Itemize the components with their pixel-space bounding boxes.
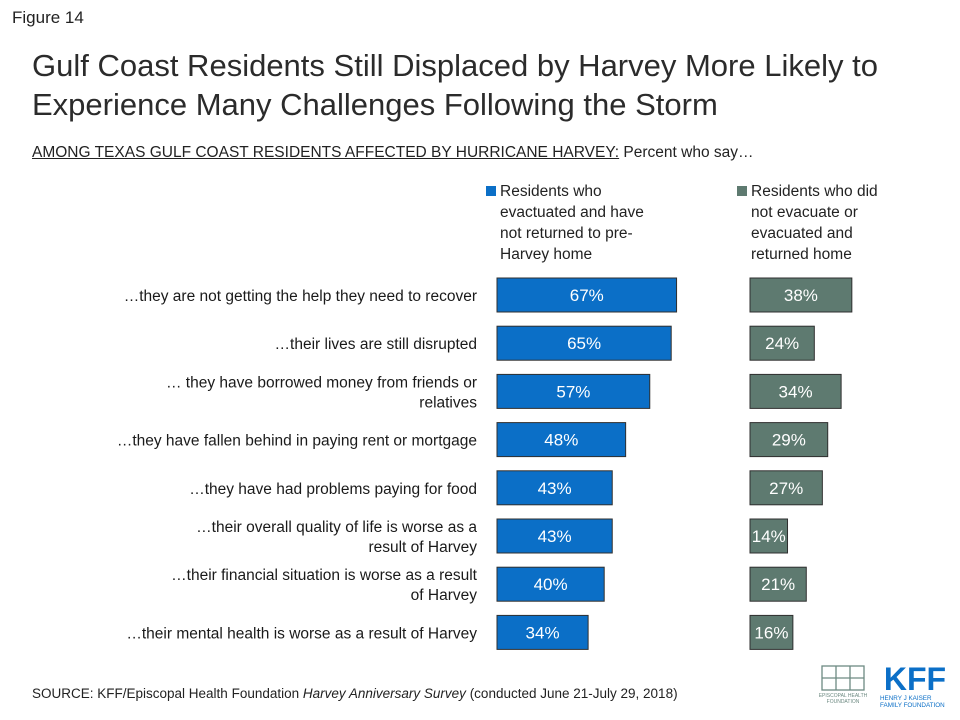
source-suffix: (conducted June 21-July 29, 2018) <box>465 686 678 701</box>
legend-text-line: evactuated and have <box>500 204 644 221</box>
legend-label-displaced: Residents who evactuated and have not retu… <box>500 181 690 265</box>
data-label-returned: 21% <box>761 575 795 594</box>
legend-text-line: returned home <box>751 246 852 263</box>
bar-displaced <box>496 566 605 602</box>
chart-subtitle: AMONG TEXAS GULF COAST RESIDENTS AFFECTE… <box>32 144 754 162</box>
category-label: …their overall quality of life is worse … <box>196 519 477 536</box>
bar-displaced <box>496 470 613 506</box>
data-label-returned: 34% <box>779 382 813 401</box>
bar-displaced <box>496 373 651 409</box>
source-note: SOURCE: KFF/Episcopal Health Foundation … <box>32 686 678 701</box>
bar-returned <box>749 566 807 602</box>
category-label: …they are not getting the help they need… <box>124 288 477 305</box>
legend-text-line: Residents who did <box>751 183 878 200</box>
data-label-displaced: 43% <box>538 479 572 498</box>
kff-logo-line-2: FAMILY FOUNDATION <box>880 702 945 709</box>
data-label-displaced: 57% <box>556 382 590 401</box>
data-label-returned: 14% <box>752 527 786 546</box>
bar-returned <box>749 518 789 554</box>
data-label-returned: 27% <box>769 479 803 498</box>
data-label-displaced: 40% <box>534 575 568 594</box>
legend-text-line: not evacuate or <box>751 204 858 221</box>
data-label-returned: 24% <box>765 334 799 353</box>
category-label: of Harvey <box>411 587 478 604</box>
category-label: …their financial situation is worse as a… <box>171 567 478 584</box>
ehf-logo-line-2: FOUNDATION <box>827 699 860 705</box>
data-label-displaced: 65% <box>567 334 601 353</box>
data-label-returned: 16% <box>754 623 788 642</box>
legend-text-line: Residents who <box>500 183 602 200</box>
chart-title: Gulf Coast Residents Still Displaced by … <box>32 48 878 122</box>
bar-returned <box>749 277 853 313</box>
bar-returned <box>749 373 842 409</box>
category-label: …their lives are still disrupted <box>275 336 477 353</box>
category-label: …they have had problems paying for food <box>189 481 477 498</box>
legend-text-line: Harvey home <box>500 246 593 263</box>
figure-label: Figure 14 <box>12 8 84 27</box>
legend-text-line: not returned to pre- <box>500 225 633 242</box>
category-label: … they have borrowed money from friends … <box>166 374 477 391</box>
data-label-displaced: 48% <box>544 431 578 450</box>
category-label: relatives <box>419 394 477 411</box>
category-label: …they have fallen behind in paying rent … <box>117 433 477 450</box>
data-label-returned: 38% <box>784 286 818 305</box>
source-prefix: SOURCE: KFF/Episcopal Health Foundation <box>32 686 303 701</box>
bar-returned <box>749 614 794 650</box>
bar-returned <box>749 470 823 506</box>
data-label-displaced: 67% <box>570 286 604 305</box>
kff-logo-wordmark: KFF <box>884 661 946 697</box>
data-label-displaced: 43% <box>538 527 572 546</box>
kff-logo: KFF HENRY J KAISER FAMILY FOUNDATION <box>880 661 946 709</box>
kff-logo-line-1: HENRY J KAISER <box>880 695 932 702</box>
legend-swatch-returned <box>737 186 747 196</box>
source-survey-name: Harvey Anniversary Survey <box>302 686 466 701</box>
legend-swatch-displaced <box>486 186 496 196</box>
bar-displaced <box>496 325 672 361</box>
data-label-returned: 29% <box>772 431 806 450</box>
bar-returned <box>749 422 829 458</box>
bar-displaced <box>496 277 678 313</box>
ehf-logo-line-1: EPISCOPAL HEALTH <box>819 693 868 699</box>
bar-displaced <box>496 614 589 650</box>
subtitle-population: AMONG TEXAS GULF COAST RESIDENTS AFFECTE… <box>32 144 620 161</box>
bar-returned <box>749 325 815 361</box>
episcopal-health-foundation-logo: EPISCOPAL HEALTH FOUNDATION <box>819 665 868 705</box>
legend-label-returned: Residents who did not evacuate or evacuate… <box>751 181 941 265</box>
category-label: …their mental health is worse as a resul… <box>126 625 477 642</box>
bar-displaced <box>496 422 627 458</box>
subtitle-question: Percent who say… <box>619 144 754 161</box>
data-label-displaced: 34% <box>526 623 560 642</box>
legend-text-line: evacuated and <box>751 225 853 242</box>
category-label: result of Harvey <box>368 539 477 556</box>
bar-displaced <box>496 518 613 554</box>
